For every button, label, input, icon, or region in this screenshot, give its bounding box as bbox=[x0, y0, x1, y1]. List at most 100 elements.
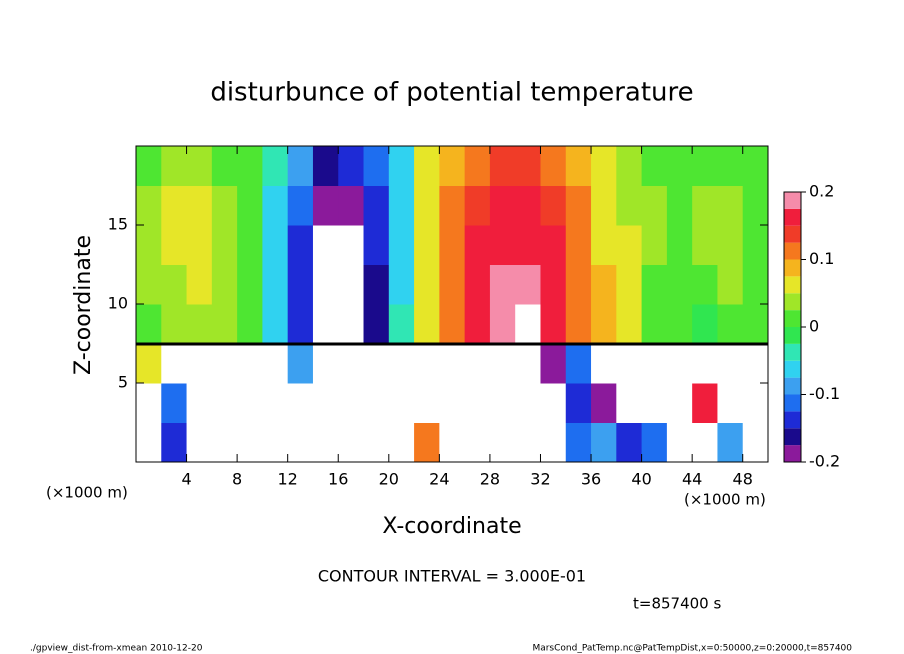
cell bbox=[489, 225, 516, 265]
cell bbox=[641, 343, 668, 384]
cell bbox=[565, 383, 592, 423]
cell bbox=[591, 146, 617, 186]
cell bbox=[363, 185, 390, 226]
cell bbox=[439, 225, 466, 265]
cell bbox=[414, 264, 440, 305]
colorbar-band bbox=[784, 225, 801, 243]
cell bbox=[211, 422, 238, 463]
cell bbox=[388, 146, 415, 186]
cell bbox=[742, 225, 769, 265]
cell bbox=[692, 225, 718, 265]
cell bbox=[439, 264, 466, 305]
cell bbox=[312, 422, 339, 463]
cell bbox=[692, 146, 718, 186]
cell bbox=[161, 304, 188, 344]
cell bbox=[161, 225, 188, 265]
cell bbox=[591, 225, 617, 265]
cell bbox=[464, 185, 491, 226]
cell bbox=[439, 146, 466, 186]
cell bbox=[186, 185, 213, 226]
colorbar-tick-label: 0.2 bbox=[809, 182, 834, 201]
cell bbox=[363, 146, 390, 186]
cell bbox=[540, 225, 567, 265]
colorbar-tick-label: 0.1 bbox=[809, 249, 834, 268]
colorbar-band bbox=[784, 377, 801, 395]
cell bbox=[591, 383, 617, 423]
cell bbox=[237, 343, 263, 384]
cell bbox=[186, 146, 213, 186]
cell bbox=[388, 383, 415, 423]
cell bbox=[287, 225, 314, 265]
cell bbox=[742, 422, 769, 463]
cell bbox=[161, 264, 188, 305]
cell bbox=[211, 304, 238, 344]
cell bbox=[388, 422, 415, 463]
cell bbox=[666, 225, 693, 265]
cell bbox=[666, 185, 693, 226]
cell bbox=[464, 264, 491, 305]
cell bbox=[287, 146, 314, 186]
cell bbox=[388, 343, 415, 384]
x-tick-label: 4 bbox=[181, 470, 191, 489]
cell bbox=[338, 383, 365, 423]
cell bbox=[262, 383, 289, 423]
x-tick-label: 44 bbox=[682, 470, 702, 489]
cell bbox=[565, 225, 592, 265]
cell bbox=[439, 343, 466, 384]
cell bbox=[540, 304, 567, 344]
cell bbox=[717, 146, 744, 186]
cell bbox=[489, 383, 516, 423]
cell bbox=[262, 225, 289, 265]
cell bbox=[338, 343, 365, 384]
cell bbox=[388, 185, 415, 226]
cell bbox=[565, 343, 592, 384]
cell bbox=[742, 146, 769, 186]
cell bbox=[692, 264, 718, 305]
cell bbox=[742, 185, 769, 226]
cell bbox=[287, 185, 314, 226]
cell bbox=[666, 343, 693, 384]
colorbar-band bbox=[784, 394, 801, 412]
cell bbox=[489, 304, 516, 344]
cell bbox=[414, 422, 440, 463]
x-unit: (×1000 m) bbox=[46, 484, 128, 502]
colorbar-band bbox=[784, 259, 801, 277]
cell bbox=[414, 146, 440, 186]
cell bbox=[161, 146, 188, 186]
cell bbox=[692, 383, 718, 423]
cell bbox=[540, 383, 567, 423]
cell bbox=[515, 185, 541, 226]
cell bbox=[591, 422, 617, 463]
cell bbox=[338, 225, 365, 265]
cell bbox=[616, 422, 643, 463]
cell bbox=[414, 383, 440, 423]
cell bbox=[692, 185, 718, 226]
colorbar-band bbox=[784, 192, 801, 209]
cell bbox=[287, 304, 314, 344]
cell bbox=[363, 264, 390, 305]
cell bbox=[489, 264, 516, 305]
cell bbox=[363, 383, 390, 423]
cell bbox=[540, 343, 567, 384]
cell bbox=[666, 304, 693, 344]
cell bbox=[616, 343, 643, 384]
colorbar-band bbox=[784, 327, 801, 344]
x-tick-label: 40 bbox=[631, 470, 651, 489]
cell bbox=[237, 383, 263, 423]
cell bbox=[565, 146, 592, 186]
x-tick-label: 12 bbox=[278, 470, 298, 489]
cell bbox=[591, 185, 617, 226]
cell bbox=[211, 225, 238, 265]
cell bbox=[186, 422, 213, 463]
footer-left: ./gpview_dist-from-xmean 2010-12-20 bbox=[30, 644, 203, 654]
y-tick-label: 5 bbox=[118, 373, 128, 392]
cell bbox=[717, 185, 744, 226]
colorbar-band bbox=[784, 208, 801, 226]
colorbar-band bbox=[784, 293, 801, 311]
cell bbox=[136, 225, 162, 265]
cell bbox=[616, 146, 643, 186]
chart-title: disturbunce of potential temperature bbox=[210, 78, 693, 108]
cell bbox=[136, 185, 162, 226]
cell bbox=[262, 185, 289, 226]
